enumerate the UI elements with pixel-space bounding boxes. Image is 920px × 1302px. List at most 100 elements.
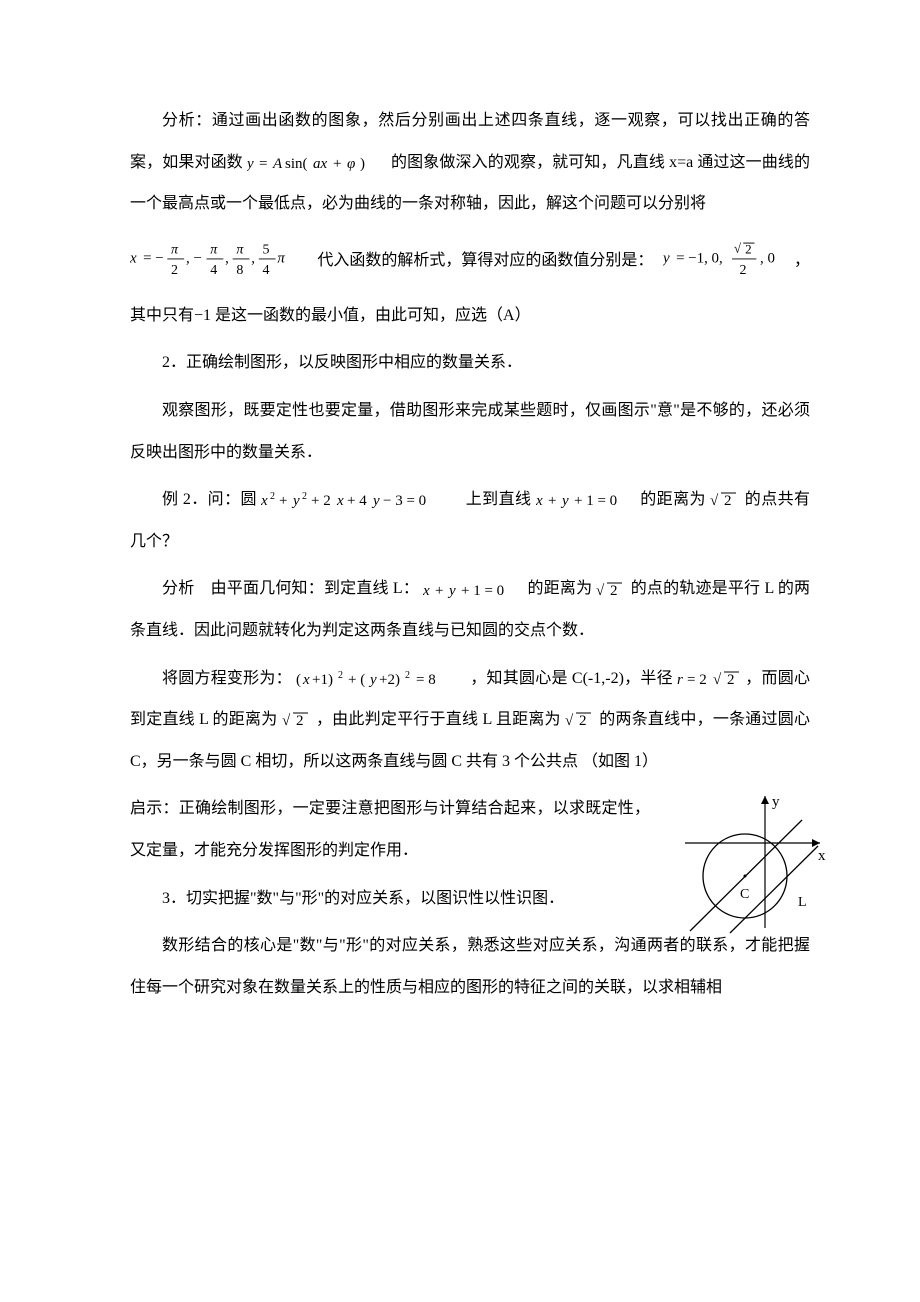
svg-text:π: π: [277, 250, 285, 266]
svg-text:+: +: [333, 156, 341, 172]
para-analysis-1: 分析：通过画出函数的图象，然后分别画出上述四条直线，逐一观察，可以找出正确的答案…: [130, 100, 810, 225]
svg-text:8: 8: [236, 263, 243, 278]
svg-text:y: y: [291, 493, 300, 509]
svg-text:+: +: [279, 493, 287, 509]
formula-circle-eq: x 2 + y 2 + 2 x + 4 y − 3 = 0: [261, 489, 461, 511]
svg-text:π: π: [210, 242, 218, 257]
text: 的距离为: [528, 580, 593, 597]
text: 例 2．问：圆: [162, 491, 257, 508]
formula-row-x-y: x = − π 2 , − π 4 , π 8 , 5 4 π 代入函数的解析式…: [130, 235, 810, 281]
formula-circle-std: ( x +1) 2 + ( y +2) 2 = 8: [296, 668, 466, 690]
formula-y-values: y = −1, 0, √ 2 2 , 0: [663, 235, 794, 281]
svg-text:− 3 = 0: − 3 = 0: [383, 493, 426, 509]
svg-text:2: 2: [171, 263, 178, 278]
svg-text:y: y: [560, 493, 569, 509]
svg-text:sin(: sin(: [285, 156, 308, 172]
svg-text:+ 2: + 2: [311, 493, 331, 509]
para-conclusion-a: 其中只有−1 是这一函数的最小值，由此可知，应选（A）: [130, 295, 810, 337]
svg-text:x: x: [336, 493, 344, 509]
figure-1: y x C L: [670, 788, 830, 943]
formula-sqrt2-3: √ 2: [282, 709, 312, 731]
svg-text:2: 2: [270, 491, 275, 502]
svg-text:2: 2: [740, 263, 747, 278]
text: ，由此判定平行于直线 L 且距离为: [316, 711, 561, 728]
svg-text:+1): +1): [312, 672, 333, 688]
svg-text:,: ,: [225, 250, 229, 266]
formula-sqrt2-4: √ 2: [565, 709, 595, 731]
text: ，: [794, 246, 810, 270]
svg-text:= −1, 0,: = −1, 0,: [676, 250, 723, 266]
svg-text:+: +: [435, 583, 443, 599]
formula-line-eq-2: x + y + 1 = 0: [423, 580, 523, 600]
svg-text:,: ,: [251, 250, 255, 266]
svg-text:2: 2: [579, 713, 587, 729]
svg-text:x: x: [536, 493, 543, 509]
svg-text:φ: φ: [347, 156, 355, 172]
svg-text:y: y: [247, 156, 254, 172]
svg-text:√: √: [713, 672, 722, 688]
svg-text:4: 4: [210, 263, 217, 278]
svg-text:√: √: [734, 240, 742, 255]
svg-text:√: √: [565, 713, 574, 729]
formula-line-eq: x + y + 1 = 0: [536, 490, 636, 510]
svg-text:2: 2: [745, 241, 752, 256]
svg-text:(: (: [296, 672, 301, 688]
svg-text:2: 2: [724, 493, 732, 509]
text: 的距离为: [640, 491, 706, 508]
svg-text:A: A: [272, 156, 283, 172]
figure-block: y x C L 启示：正确绘制图形，一定要注意把图形与计算结合起来，以求既定性，…: [130, 788, 810, 871]
heading-2: 2．正确绘制图形，以反映图形中相应的数量关系．: [130, 342, 810, 384]
para-example2: 例 2．问：圆 x 2 + y 2 + 2 x + 4 y − 3 = 0 上到…: [130, 479, 810, 562]
svg-text:x: x: [261, 493, 268, 509]
formula-radius: r = 2 √ 2: [677, 668, 741, 690]
svg-text:x: x: [302, 672, 310, 688]
svg-text:+ 1 = 0: + 1 = 0: [574, 493, 617, 509]
text: 代入函数的解析式，算得对应的函数值分别是：: [317, 246, 653, 270]
svg-text:= 8: = 8: [416, 672, 436, 688]
svg-text:π: π: [171, 242, 179, 257]
svg-text:5: 5: [263, 242, 270, 257]
svg-text:+ 1 = 0: + 1 = 0: [461, 583, 504, 599]
svg-text:, 0: , 0: [760, 250, 775, 266]
formula-sin: y = A sin( ax + φ ): [247, 153, 387, 173]
svg-text:2: 2: [727, 672, 735, 688]
svg-text:= −: = −: [143, 250, 164, 266]
para-observe: 观察图形，既要定性也要定量，借助图形来完成某些题时，仅画图示"意"是不够的，还必…: [130, 390, 810, 473]
svg-text:√: √: [282, 713, 291, 729]
svg-text:+: +: [548, 493, 556, 509]
svg-text:4: 4: [263, 263, 270, 278]
svg-text:, −: , −: [186, 250, 202, 266]
svg-text:√: √: [710, 493, 719, 509]
formula-sqrt2-2: √ 2: [596, 579, 626, 601]
svg-text:y: y: [663, 250, 670, 266]
svg-text:+2): +2): [379, 672, 400, 688]
svg-text:x: x: [423, 583, 430, 599]
svg-text:2: 2: [302, 491, 307, 502]
formula-sqrt2-1: √ 2: [710, 489, 740, 511]
line-label: L: [798, 895, 807, 910]
center-label: C: [740, 887, 749, 902]
svg-text:2: 2: [405, 670, 410, 681]
svg-text:2: 2: [610, 583, 618, 599]
formula-x-values: x = − π 2 , − π 4 , π 8 , 5 4 π: [130, 235, 307, 281]
text: 将圆方程变形为：: [162, 670, 292, 687]
svg-text:y: y: [447, 583, 456, 599]
text: 分析 由平面几何知：到定直线 L：: [162, 580, 419, 597]
svg-text:ax: ax: [313, 156, 328, 172]
svg-text:y: y: [368, 672, 377, 688]
svg-text:= 2: = 2: [687, 672, 707, 688]
svg-text:√: √: [596, 583, 605, 599]
svg-text:+ (: + (: [348, 672, 365, 688]
svg-text:+ 4: + 4: [347, 493, 367, 509]
svg-text:x: x: [130, 250, 137, 266]
axis-y-label: y: [772, 794, 780, 810]
svg-text:π: π: [236, 242, 244, 257]
svg-text:): ): [360, 156, 365, 172]
para-analysis-2: 分析 由平面几何知：到定直线 L： x + y + 1 = 0 的距离为 √ 2…: [130, 568, 810, 651]
svg-text:r: r: [677, 672, 683, 688]
svg-text:2: 2: [296, 713, 304, 729]
svg-text:=: =: [259, 156, 267, 172]
text: ，知其圆心是 C(-1,-2)，半径: [470, 670, 673, 687]
svg-text:y: y: [371, 493, 380, 509]
svg-text:2: 2: [338, 670, 343, 681]
